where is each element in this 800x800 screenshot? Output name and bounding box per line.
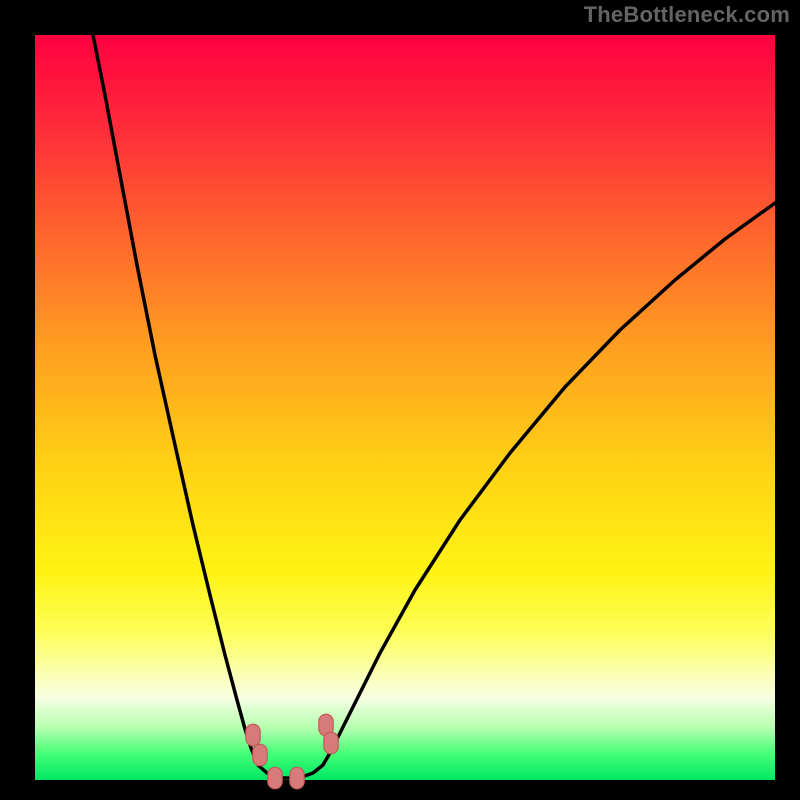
data-marker: [253, 744, 267, 766]
plot-area: [35, 35, 775, 780]
canvas: TheBottleneck.com: [0, 0, 800, 800]
data-marker: [268, 767, 282, 789]
data-marker: [324, 732, 338, 754]
data-marker: [290, 767, 304, 789]
gradient-background: [35, 35, 775, 780]
data-marker: [246, 724, 260, 746]
watermark-text: TheBottleneck.com: [584, 2, 790, 28]
chart-svg: [35, 35, 775, 780]
